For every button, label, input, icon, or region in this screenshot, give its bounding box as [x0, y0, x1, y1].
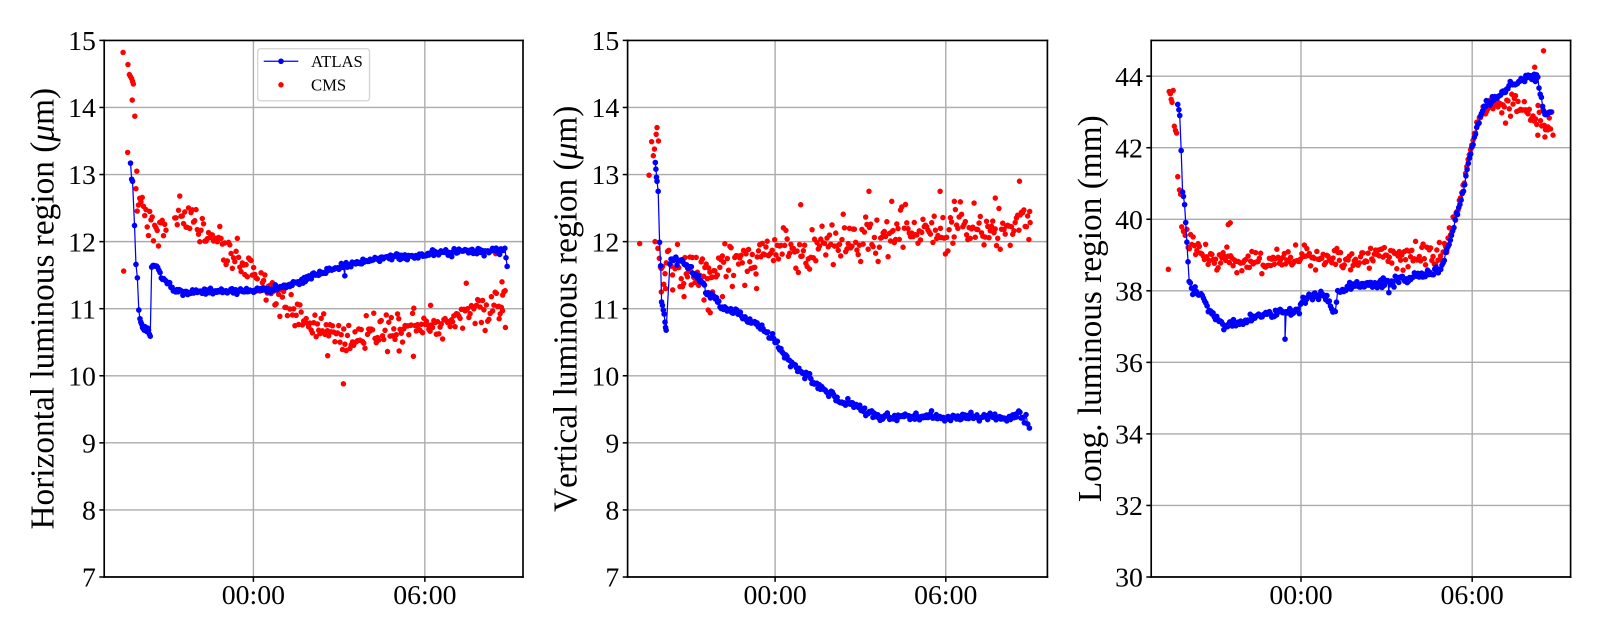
svg-text:42: 42	[1115, 133, 1143, 164]
svg-text:15: 15	[592, 26, 620, 57]
svg-text:44: 44	[1115, 62, 1143, 93]
svg-text:7: 7	[82, 563, 96, 594]
svg-text:H o r i: H o r i z o n t a l l u m i n o u s r e …	[24, 82, 61, 529]
svg-text:8: 8	[82, 496, 96, 527]
svg-text:40: 40	[1115, 205, 1143, 236]
svg-text:15: 15	[68, 26, 96, 57]
svg-text:00:00: 00:00	[1269, 580, 1332, 611]
svg-text:Long. luminous region (mm): Long. luminous region (mm)	[1072, 115, 1109, 502]
svg-text:9: 9	[605, 428, 619, 459]
svg-text:10: 10	[592, 361, 620, 392]
svg-text:32: 32	[1115, 491, 1143, 522]
svg-text:CMS: CMS	[311, 76, 346, 95]
svg-text:13: 13	[592, 160, 620, 191]
svg-text:06:00: 06:00	[393, 580, 456, 611]
svg-text:36: 36	[1115, 348, 1143, 379]
svg-text:12: 12	[68, 227, 96, 258]
svg-text:14: 14	[68, 93, 96, 124]
svg-text:8: 8	[605, 496, 619, 527]
svg-text:06:00: 06:00	[1441, 580, 1504, 611]
svg-text:00:00: 00:00	[222, 580, 285, 611]
svg-text:34: 34	[1115, 420, 1143, 451]
svg-text:9: 9	[82, 428, 96, 459]
svg-text:V e r t: V e r t i c a l l u m i n o u s r e g i …	[548, 100, 585, 512]
svg-text:12: 12	[592, 227, 620, 258]
svg-text:14: 14	[592, 93, 620, 124]
svg-text:13: 13	[68, 160, 96, 191]
svg-text:00:00: 00:00	[743, 580, 806, 611]
svg-text:11: 11	[69, 294, 96, 325]
svg-text:06:00: 06:00	[914, 580, 977, 611]
svg-text:30: 30	[1115, 563, 1143, 594]
svg-text:ATLAS: ATLAS	[311, 52, 363, 71]
svg-text:7: 7	[605, 563, 619, 594]
svg-text:38: 38	[1115, 276, 1143, 307]
svg-text:10: 10	[68, 361, 96, 392]
svg-text:11: 11	[593, 294, 620, 325]
